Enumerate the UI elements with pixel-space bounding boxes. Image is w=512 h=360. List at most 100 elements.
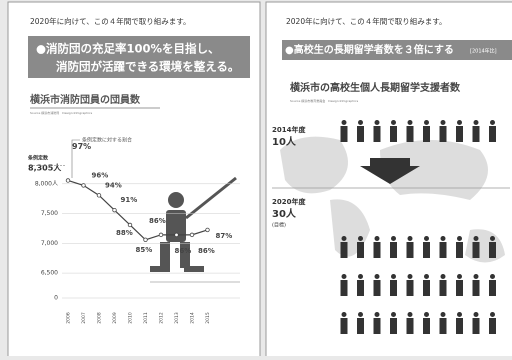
person-head — [341, 236, 347, 241]
person-head — [358, 312, 363, 317]
person-head — [457, 120, 462, 125]
person-head — [358, 274, 363, 279]
person-head — [341, 312, 347, 317]
source: Source 横浜市教育委員会 Design:Infographics — [290, 98, 359, 103]
person-head — [424, 274, 429, 279]
y-tick-label: 0 — [54, 295, 58, 302]
y-tick-label: 7,500 — [41, 210, 58, 217]
person-body — [423, 126, 430, 142]
banner-line: 消防団が活躍できる環境を整える。 — [56, 60, 239, 74]
person-body — [406, 242, 414, 258]
person-head — [457, 312, 462, 317]
person-head — [424, 236, 429, 241]
person-body — [340, 318, 348, 334]
person-body — [423, 280, 430, 296]
person-body — [406, 280, 414, 296]
banner-bg — [282, 40, 512, 60]
person-head — [473, 274, 479, 279]
person-body — [489, 280, 496, 296]
firefighter-figure — [150, 176, 237, 272]
person-body — [456, 280, 463, 296]
person-head — [341, 120, 347, 125]
lead: 2020年に向けて、この４年間で取り組みます。 — [30, 16, 190, 26]
person-head — [391, 274, 396, 279]
ratio-point — [65, 178, 71, 183]
value-label: 86% — [198, 247, 215, 255]
person-body — [340, 242, 348, 258]
person-head — [374, 120, 380, 125]
person-body — [472, 318, 480, 334]
title: 横浜市の高校生個人長期留学支援者数 — [290, 81, 461, 94]
person-head — [490, 312, 495, 317]
quota-value: 8,305人 — [28, 163, 62, 173]
person-body — [472, 280, 480, 296]
person-head — [407, 120, 413, 125]
person-body — [373, 126, 381, 142]
ratio-point — [96, 193, 102, 198]
y-tick-label: 8,000人 — [35, 180, 58, 187]
person-head — [490, 274, 495, 279]
value-label: 87% — [216, 232, 233, 240]
x-tick-label: 2013 — [174, 312, 180, 324]
person-head — [391, 236, 396, 241]
person-body — [390, 280, 397, 296]
person-body — [423, 242, 430, 258]
x-tick-label: 2009 — [112, 312, 118, 324]
person-head — [473, 312, 479, 317]
person-head — [490, 236, 495, 241]
ratio-point — [112, 207, 117, 213]
source: Source 横浜市消防局 Design:Infographics — [30, 110, 93, 115]
ratio-caption: 条例定数に対する割合 — [82, 137, 132, 144]
person-body — [472, 242, 480, 258]
person-head — [391, 312, 396, 317]
person-body — [439, 126, 447, 142]
person-body — [373, 242, 381, 258]
value-label: 91% — [121, 196, 138, 204]
person-body — [390, 318, 397, 334]
ratio-point — [158, 232, 164, 238]
value-label: 96% — [92, 171, 109, 179]
banner: ●高校生の長期留学者数を３倍にする — [285, 43, 454, 56]
ratio-point — [81, 183, 86, 188]
year-label: 2014年度 — [272, 125, 306, 134]
arrow — [360, 158, 420, 184]
value-label: 88% — [116, 229, 133, 237]
year-label: 2020年度 — [272, 197, 306, 206]
quota-label: 条例定数 — [28, 155, 49, 162]
person-head — [440, 274, 446, 279]
person-body — [390, 242, 397, 258]
person-head — [440, 120, 446, 125]
person-head — [440, 236, 446, 241]
y-tick-label: 6,500 — [41, 270, 58, 277]
callout — [71, 139, 80, 178]
person-body — [357, 318, 364, 334]
person-head — [374, 312, 380, 317]
person-body — [357, 126, 364, 142]
person-head — [407, 274, 413, 279]
person-body — [373, 280, 381, 296]
x-tick-label: 2006 — [66, 312, 72, 324]
person-head — [391, 120, 396, 125]
person-head — [424, 120, 429, 125]
person-body — [439, 318, 447, 334]
target-note: (目標) — [272, 222, 286, 229]
person-body — [357, 242, 364, 258]
person-body — [390, 126, 397, 142]
chart-title: 横浜市消防団員の団員数 — [30, 93, 141, 106]
person-head — [424, 312, 429, 317]
person-body — [456, 126, 463, 142]
lead: 2020年に向けて、この４年間で取り組みます。 — [286, 16, 446, 26]
x-tick-label: 2010 — [128, 312, 134, 324]
person-body — [489, 126, 496, 142]
pictogram — [340, 236, 496, 334]
person-head — [457, 236, 462, 241]
banner-note: [2014年比] — [470, 48, 497, 55]
person-body — [340, 126, 348, 142]
value-label: 86% — [175, 247, 192, 255]
x-tick-label: 2014 — [190, 312, 196, 324]
person-head — [407, 236, 413, 241]
pictogram — [340, 120, 496, 142]
ratio-point — [174, 232, 179, 238]
person-body — [489, 242, 496, 258]
